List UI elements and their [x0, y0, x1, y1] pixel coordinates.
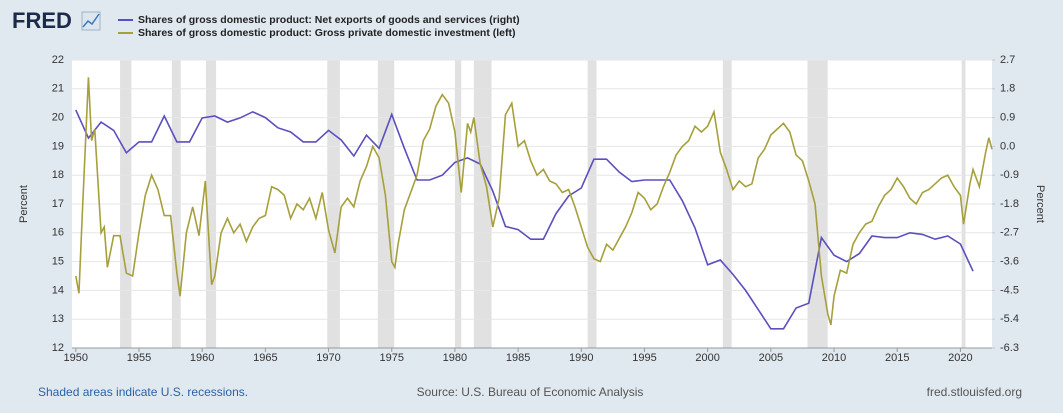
y2-tick-label: 0.9: [1000, 112, 1015, 124]
y-tick-label: 13: [52, 313, 64, 325]
source-note: Source: U.S. Bureau of Economic Analysis: [417, 385, 644, 399]
x-tick-label: 1970: [316, 352, 340, 364]
y-tick-label: 22: [52, 54, 64, 66]
series-line: [75, 77, 993, 326]
x-tick-label: 1975: [379, 352, 403, 364]
x-tick-label: 1950: [64, 352, 88, 364]
legend-label: Shares of gross domestic product: Net ex…: [138, 14, 520, 26]
y-tick-label: 19: [52, 140, 64, 152]
y-tick-label: 14: [52, 284, 64, 296]
y2-tick-label: 2.7: [1000, 54, 1015, 66]
x-tick-label: 2010: [822, 352, 846, 364]
x-tick-label: 2000: [695, 352, 719, 364]
logo-icon: [81, 11, 101, 31]
y2-tick-label: 0.0: [1000, 140, 1015, 152]
x-tick-label: 2020: [948, 352, 972, 364]
x-tick-label: 1995: [632, 352, 656, 364]
x-tick-label: 1965: [253, 352, 277, 364]
y2-axis-label: Percent: [1034, 185, 1046, 223]
x-tick-label: 1985: [506, 352, 530, 364]
x-tick-label: 2005: [759, 352, 783, 364]
site-link[interactable]: fred.stlouisfed.org: [927, 385, 1022, 399]
y2-tick-label: -5.4: [1000, 313, 1019, 325]
y-tick-label: 21: [52, 83, 64, 95]
logo: FRED: [12, 8, 72, 33]
y-tick-label: 15: [52, 256, 64, 268]
y-tick-label: 17: [52, 198, 64, 210]
y2-tick-label: -4.5: [1000, 284, 1019, 296]
x-tick-label: 2015: [885, 352, 909, 364]
y2-tick-label: -1.8: [1000, 198, 1019, 210]
y-axis-label: Percent: [18, 185, 30, 223]
y-tick-label: 20: [52, 112, 64, 124]
x-tick-label: 1960: [190, 352, 214, 364]
x-tick-label: 1980: [443, 352, 467, 364]
y-tick-label: 18: [52, 169, 64, 181]
y2-tick-label: 1.8: [1000, 83, 1015, 95]
y2-tick-label: -3.6: [1000, 256, 1019, 268]
recession-note[interactable]: Shaded areas indicate U.S. recessions.: [38, 385, 248, 399]
y2-tick-label: -2.7: [1000, 227, 1019, 239]
legend-label: Shares of gross domestic product: Gross …: [138, 27, 516, 39]
x-tick-label: 1990: [569, 352, 593, 364]
x-tick-label: 1955: [127, 352, 151, 364]
y2-tick-label: -6.3: [1000, 342, 1019, 354]
series-line: [75, 109, 974, 330]
y2-tick-label: -0.9: [1000, 169, 1019, 181]
y-tick-label: 16: [52, 227, 64, 239]
y-tick-label: 12: [52, 342, 64, 354]
